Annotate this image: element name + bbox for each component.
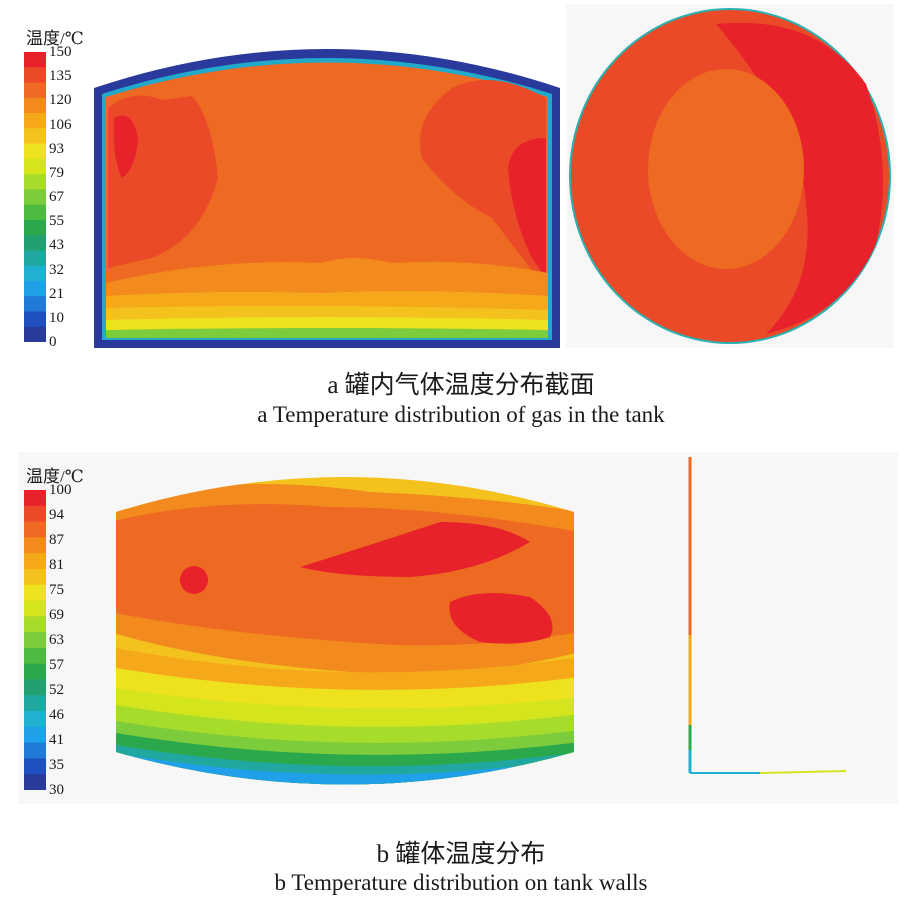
colorbar-segment [24, 726, 46, 744]
legend-tick-label: 79 [49, 164, 64, 181]
tank-gas-vertical-section [94, 49, 560, 348]
colorbar-segment [24, 553, 46, 570]
colorbar-segment [24, 143, 46, 160]
colorbar-segment [24, 679, 46, 696]
legend-b-colorbar [24, 490, 46, 790]
colorbar-segment [24, 663, 46, 681]
legend-tick-label: 0 [49, 334, 57, 350]
legend-tick-label: 63 [49, 632, 64, 648]
legend-tick-label: 94 [49, 507, 64, 523]
legend-tick-label: 69 [49, 607, 64, 623]
colorbar-segment [24, 250, 46, 267]
legend-tick-label: 10 [49, 309, 64, 326]
colorbar-segment [24, 326, 46, 342]
colorbar-segment [24, 647, 46, 665]
colorbar-segment [24, 280, 46, 297]
tank-wall-3d [116, 477, 574, 785]
legend-tick-label: 35 [49, 757, 64, 773]
legend-tick-label: 135 [49, 68, 72, 85]
colorbar-segment [24, 128, 46, 145]
legend-tick-label: 75 [49, 582, 64, 598]
tank-wall-profile [688, 457, 847, 774]
legend-tick-label: 46 [49, 707, 64, 723]
colorbar-segment [24, 174, 46, 190]
colorbar-segment [24, 521, 46, 538]
legend-tick-label: 81 [49, 557, 64, 573]
legend-a-title: 温度/℃ [26, 29, 84, 48]
legend-tick-label: 30 [49, 782, 64, 798]
colorbar-segment [24, 742, 46, 760]
colorbar-segment [24, 695, 46, 712]
legend-b-title: 温度/℃ [26, 467, 84, 486]
legend-tick-label: 93 [49, 140, 64, 157]
colorbar-segment [24, 711, 46, 728]
colorbar-segment [24, 204, 46, 221]
colorbar-segment [24, 296, 46, 313]
colorbar-segment [24, 67, 46, 84]
colorbar-segment [24, 568, 46, 586]
colorbar-segment [24, 616, 46, 633]
legend-a-colorbar [24, 52, 46, 342]
colorbar-segment [24, 82, 46, 99]
colorbar-segment [24, 219, 46, 236]
legend-tick-label: 87 [49, 532, 64, 548]
tank-gas-horizontal-section [566, 4, 894, 348]
colorbar-segment [24, 505, 46, 523]
legend-tick-label: 150 [49, 44, 72, 60]
colorbar-segment [24, 758, 46, 775]
colorbar-segment [24, 311, 46, 328]
colorbar-segment [24, 265, 46, 282]
colorbar-segment [24, 490, 46, 507]
caption-a-zh: a 罐内气体温度分布截面 [327, 372, 595, 399]
legend-tick-label: 57 [49, 657, 64, 673]
legend-tick-label: 41 [49, 732, 64, 748]
legend-tick-label: 100 [49, 482, 72, 498]
colorbar-segment [24, 235, 46, 252]
legend-tick-label: 52 [49, 682, 64, 698]
legend-tick-label: 21 [49, 285, 64, 302]
colorbar-segment [24, 537, 46, 554]
legend-tick-label: 32 [49, 261, 64, 278]
caption-b-zh: b 罐体温度分布 [376, 841, 546, 868]
caption-b-en: b Temperature distribution on tank walls [274, 870, 648, 895]
colorbar-segment [24, 97, 46, 114]
legend-tick-label: 106 [49, 116, 72, 133]
panel-a: 温度/℃ 150 135 120 106 93 79 67 55 43 32 21 10 0 a 罐内气… [0, 0, 922, 427]
legend-tick-label: 43 [49, 237, 64, 254]
colorbar-segment [24, 52, 46, 68]
colorbar-segment [24, 774, 46, 790]
caption-a-en: a Temperature distribution of gas in the… [257, 402, 665, 427]
colorbar-segment [24, 113, 46, 129]
colorbar-segment [24, 189, 46, 206]
colorbar-segment [24, 600, 46, 617]
colorbar-segment [24, 158, 46, 175]
legend-tick-label: 67 [49, 189, 64, 205]
colorbar-segment [24, 632, 46, 649]
legend-tick-label: 55 [49, 213, 64, 230]
colorbar-segment [24, 584, 46, 602]
legend-tick-label: 120 [49, 92, 72, 109]
